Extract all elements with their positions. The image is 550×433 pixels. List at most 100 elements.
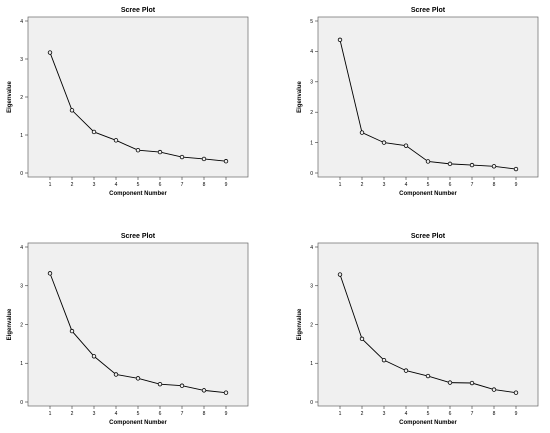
x-tick-label: 5 [137, 411, 140, 417]
data-point-component-7 [179, 154, 185, 160]
data-point-component-1 [337, 37, 343, 43]
y-tick-label: 2 [310, 322, 313, 328]
data-point-component-8 [491, 387, 497, 392]
plot-area [317, 242, 539, 407]
data-point-component-3 [91, 354, 97, 359]
y-tick-label: 2 [20, 95, 23, 101]
data-point-component-8 [491, 164, 497, 169]
y-tick-label: 2 [20, 322, 23, 328]
x-tick-label: 3 [93, 182, 96, 188]
y-tick-label: 4 [20, 245, 23, 251]
y-tick-label: 2 [310, 110, 313, 116]
plot-area [27, 242, 249, 407]
data-point-component-1 [337, 272, 343, 277]
x-tick-label: 4 [405, 411, 408, 417]
data-point-component-5 [425, 373, 431, 379]
x-tick-label: 1 [49, 411, 52, 417]
scree-plot-panel-3: Scree Plot Component Number Eigenvalue 0 1 2 3… [7, 233, 249, 426]
x-tick-label: 8 [493, 182, 496, 188]
y-axis-label: Eigenvalue [7, 81, 13, 113]
x-tick-label: 7 [181, 411, 184, 417]
y-tick-label: 1 [310, 140, 313, 146]
x-tick-label: 2 [71, 411, 74, 417]
data-point-component-4 [113, 372, 119, 377]
x-tick-label: 1 [339, 182, 342, 188]
data-point-component-9 [513, 166, 519, 172]
x-tick-label: 7 [181, 182, 184, 188]
scree-plot-panel-2: Scree Plot Component Number Eigenvalue 0 1 2 3… [297, 7, 539, 197]
y-tick-label: 1 [20, 133, 23, 139]
scree-plot-panel-4: Scree Plot Component Number Eigenvalue 0 1 2 3… [297, 233, 539, 426]
x-tick-label: 2 [71, 182, 74, 188]
data-point-component-4 [113, 138, 119, 143]
data-point-component-1 [47, 50, 53, 55]
x-tick-label: 8 [203, 411, 206, 417]
plot-title: Scree Plot [411, 233, 446, 240]
scree-plot-panel-1: Scree Plot Component Number Eigenvalue 0 1 2 3… [7, 7, 249, 197]
x-axis-label: Component Number [399, 191, 457, 197]
x-tick-label: 9 [225, 411, 228, 417]
data-point-component-3 [381, 140, 387, 145]
data-point-component-9 [223, 159, 229, 164]
x-tick-label: 5 [427, 182, 430, 188]
data-point-component-2 [69, 108, 75, 113]
data-point-component-3 [381, 357, 387, 363]
y-axis-label: Eigenvalue [297, 81, 303, 113]
data-point-component-2 [359, 130, 365, 135]
x-tick-label: 4 [405, 182, 408, 188]
data-point-component-8 [201, 156, 207, 162]
y-tick-label: 1 [20, 361, 23, 367]
data-point-component-5 [135, 147, 141, 153]
data-point-component-2 [359, 336, 365, 342]
data-point-component-6 [157, 381, 163, 387]
x-tick-label: 2 [361, 411, 364, 417]
data-point-component-6 [447, 380, 453, 385]
y-tick-label: 3 [310, 80, 313, 86]
x-tick-label: 8 [493, 411, 496, 417]
x-axis-label: Component Number [109, 420, 167, 426]
x-tick-label: 4 [115, 411, 118, 417]
x-tick-label: 5 [137, 182, 140, 188]
x-tick-label: 9 [225, 182, 228, 188]
data-point-component-2 [69, 328, 75, 334]
y-tick-label: 0 [310, 400, 313, 406]
plot-area [27, 16, 249, 178]
x-tick-label: 6 [159, 411, 162, 417]
x-tick-label: 3 [383, 182, 386, 188]
y-tick-label: 4 [310, 49, 313, 55]
x-axis-label: Component Number [399, 420, 457, 426]
x-tick-label: 1 [49, 182, 52, 188]
plot-title: Scree Plot [121, 233, 156, 240]
data-point-component-5 [135, 376, 141, 381]
y-tick-label: 3 [20, 57, 23, 63]
data-point-component-3 [91, 129, 97, 135]
y-axis-label: Eigenvalue [297, 308, 303, 340]
x-tick-label: 9 [515, 411, 518, 417]
x-tick-label: 6 [449, 411, 452, 417]
y-tick-label: 4 [310, 245, 313, 251]
data-point-component-4 [403, 368, 409, 373]
x-tick-label: 7 [471, 182, 474, 188]
plot-title: Scree Plot [121, 7, 156, 14]
y-tick-label: 5 [310, 19, 313, 25]
x-tick-label: 7 [471, 411, 474, 417]
data-point-component-8 [201, 388, 207, 393]
x-tick-label: 4 [115, 182, 118, 188]
x-tick-label: 5 [427, 411, 430, 417]
x-tick-label: 2 [361, 182, 364, 188]
y-tick-label: 3 [20, 284, 23, 290]
x-tick-label: 1 [339, 411, 342, 417]
x-tick-label: 9 [515, 182, 518, 188]
x-tick-label: 6 [449, 182, 452, 188]
data-point-component-1 [47, 271, 53, 276]
y-tick-label: 3 [310, 284, 313, 290]
x-tick-label: 8 [203, 182, 206, 188]
plot-area [317, 16, 539, 178]
x-tick-label: 6 [159, 182, 162, 188]
data-point-component-9 [223, 390, 229, 395]
x-tick-label: 3 [383, 411, 386, 417]
data-point-component-5 [425, 159, 431, 164]
data-point-component-7 [179, 383, 185, 388]
y-tick-label: 0 [310, 171, 313, 177]
